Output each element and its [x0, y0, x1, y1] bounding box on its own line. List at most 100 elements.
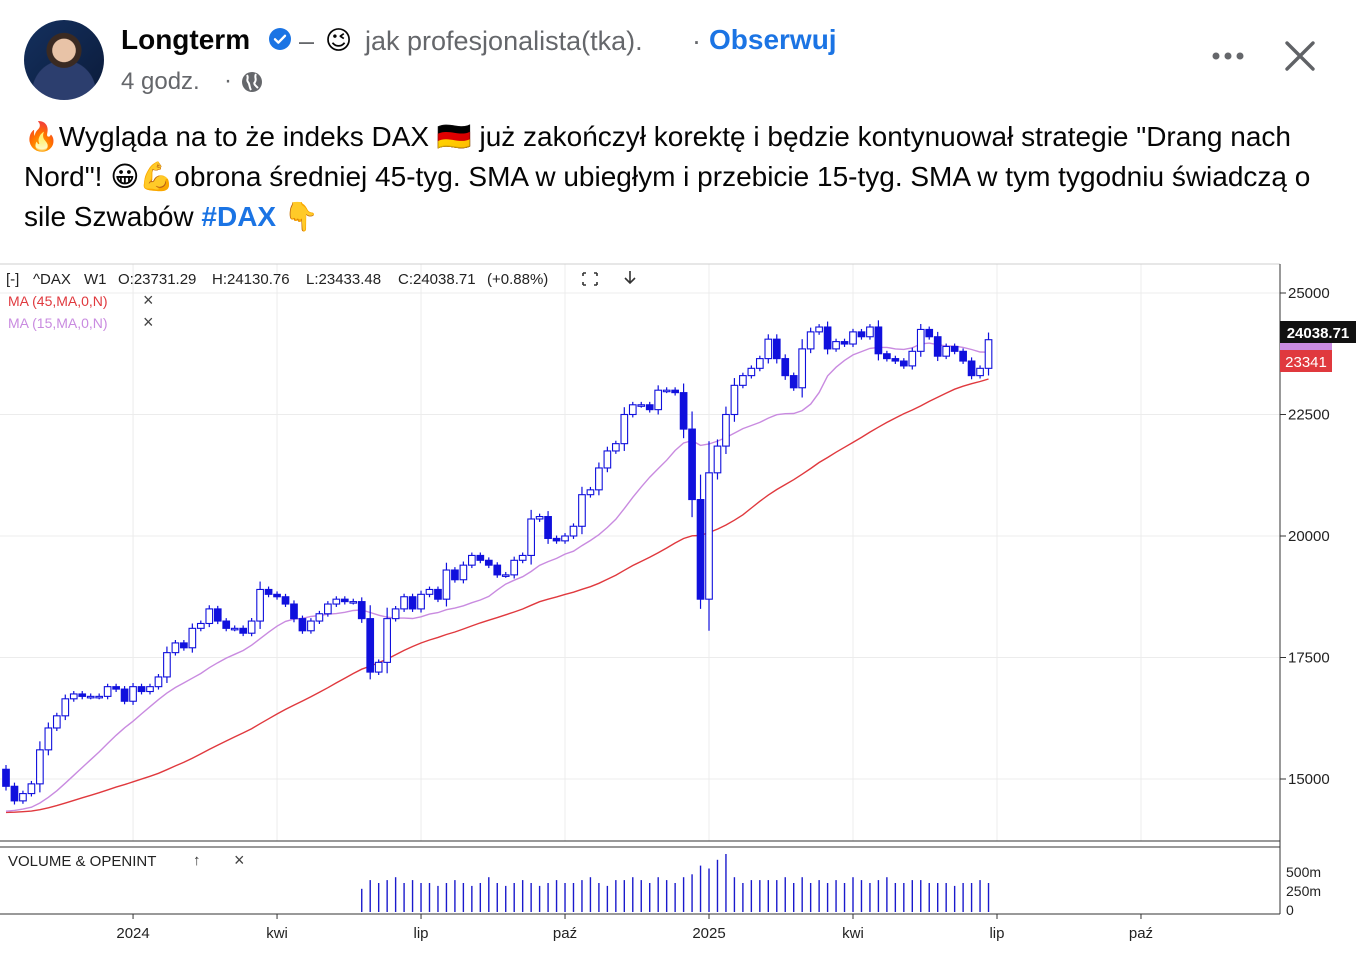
candle — [442, 562, 451, 607]
candle — [857, 328, 866, 340]
candle — [679, 383, 688, 439]
close-icon[interactable] — [1278, 34, 1322, 78]
pointing-down-emoji: 👇 — [276, 201, 319, 232]
candle — [408, 593, 417, 612]
time-tick-label: lip — [414, 925, 429, 942]
germany-flag-emoji: 🇩🇪 — [436, 121, 472, 152]
fullscreen-icon[interactable] — [582, 272, 598, 286]
ma15-label: MA (15,MA,0,N) — [8, 315, 108, 331]
candle — [434, 586, 442, 603]
candle — [899, 358, 908, 369]
candle — [832, 338, 840, 352]
hashtag-link[interactable]: #DAX — [201, 201, 277, 232]
candle — [451, 567, 459, 583]
candle — [391, 605, 400, 622]
candle — [739, 372, 747, 389]
candle — [222, 618, 231, 632]
candle — [180, 640, 188, 651]
more-options-icon[interactable] — [1206, 38, 1250, 74]
volume-tick-500m: 500m — [1286, 864, 1321, 880]
candle — [188, 623, 197, 653]
remove-ma45-icon[interactable]: × — [143, 290, 154, 310]
candle — [112, 683, 120, 693]
post-timestamp[interactable]: 4 godz. — [121, 68, 200, 95]
author-name[interactable]: Longterm — [121, 24, 251, 55]
candle — [747, 365, 756, 379]
candle — [417, 590, 425, 613]
candle — [154, 674, 163, 690]
candle — [552, 535, 561, 544]
chart-low: L:23433.48 — [306, 271, 381, 288]
candle — [239, 625, 248, 637]
candle — [10, 782, 19, 805]
ma45-line — [5, 378, 989, 814]
dax-chart[interactable]: 25000 22500 20000 17500 15000 2024 kwi lip paź 2… — [0, 258, 1360, 946]
chart-collapse-toggle[interactable]: [-] — [6, 271, 19, 288]
time-tick-label: paź — [553, 925, 577, 942]
candle — [976, 365, 984, 379]
candle — [332, 596, 341, 607]
price-tick-label: 17500 — [1288, 650, 1330, 667]
candle — [171, 640, 180, 656]
remove-volume-icon[interactable]: × — [234, 850, 245, 870]
candle — [78, 691, 87, 700]
remove-ma15-icon[interactable]: × — [143, 312, 154, 332]
follow-button[interactable]: Obserwuj — [709, 24, 837, 55]
candle — [908, 347, 917, 370]
candle — [628, 401, 637, 418]
candle — [950, 343, 959, 355]
candle — [298, 615, 307, 634]
candle — [27, 780, 36, 797]
candle — [849, 328, 857, 348]
download-arrow-icon[interactable] — [624, 271, 636, 285]
candle — [324, 601, 332, 617]
price-axis: 25000 22500 20000 17500 15000 — [1280, 285, 1330, 788]
volume-label: VOLUME & OPENINT — [8, 853, 156, 870]
candle — [518, 552, 527, 564]
candle — [273, 591, 281, 600]
candle — [891, 355, 900, 364]
time-tick-label: 2025 — [692, 925, 725, 942]
chart-grid — [0, 264, 1280, 841]
candle — [307, 618, 315, 634]
candle — [620, 407, 629, 451]
candle — [662, 387, 671, 394]
chart-symbol: ^DAX — [33, 271, 71, 288]
price-tick-label: 20000 — [1288, 528, 1330, 545]
candle — [798, 339, 807, 398]
candle — [69, 691, 78, 702]
avatar[interactable] — [24, 20, 104, 100]
volume-up-arrow-icon[interactable]: ↑ — [193, 852, 201, 869]
candle — [645, 401, 654, 413]
candle — [196, 620, 205, 632]
last-price-tag: 24038.71 — [1287, 325, 1350, 342]
candle — [137, 683, 146, 695]
candle — [163, 646, 171, 684]
globe-icon — [242, 72, 262, 92]
candle — [781, 354, 790, 380]
candle — [120, 686, 129, 705]
candle — [213, 605, 222, 625]
candle — [374, 659, 383, 675]
volume-bars — [361, 854, 990, 912]
time-tick-label: paź — [1129, 925, 1153, 942]
candle — [883, 350, 891, 362]
candle — [806, 327, 815, 354]
candle — [544, 511, 552, 544]
candle — [400, 593, 408, 612]
candle — [44, 722, 53, 756]
candle — [569, 523, 578, 539]
time-tick-label: kwi — [266, 925, 288, 942]
candle — [874, 320, 883, 361]
candle — [789, 372, 798, 391]
chart-open: O:23731.29 — [118, 271, 196, 288]
ma45-label: MA (45,MA,0,N) — [8, 293, 108, 309]
candle — [61, 694, 70, 721]
ma15-line — [5, 342, 989, 812]
candle — [103, 683, 112, 700]
candle — [984, 332, 993, 376]
candle — [603, 446, 612, 473]
verified-badge-icon — [269, 28, 291, 50]
candle — [815, 324, 823, 335]
